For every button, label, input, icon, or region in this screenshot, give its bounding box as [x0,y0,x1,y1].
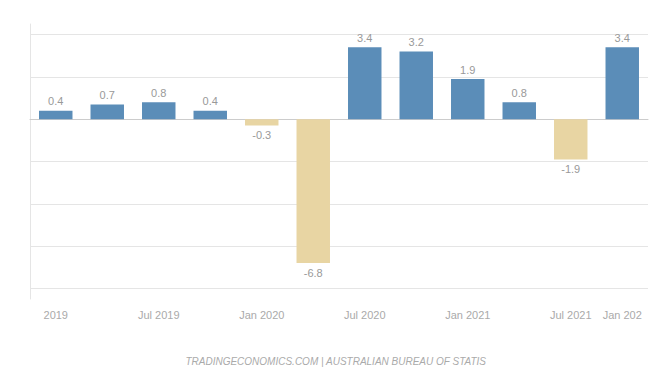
svg-text:-1.9: -1.9 [561,163,580,175]
svg-text:Jul 2021: Jul 2021 [550,309,592,321]
svg-text:1.9: 1.9 [460,64,475,76]
svg-text:0.4: 0.4 [203,95,218,107]
svg-text:0.7: 0.7 [100,89,115,101]
svg-text:3.2: 3.2 [409,36,424,48]
svg-text:-0.3: -0.3 [252,129,271,141]
svg-text:Jul 2020: Jul 2020 [344,309,386,321]
svg-text:-6.8: -6.8 [304,267,323,279]
svg-text:2019: 2019 [44,309,68,321]
svg-text:Jan 2021: Jan 2021 [445,309,490,321]
svg-text:0.4: 0.4 [48,95,63,107]
svg-text:3.4: 3.4 [357,32,372,44]
svg-text:0.8: 0.8 [512,87,527,99]
svg-text:Jan 202: Jan 202 [603,309,642,321]
svg-text:0.8: 0.8 [151,87,166,99]
svg-text:Jul 2019: Jul 2019 [138,309,180,321]
svg-text:3.4: 3.4 [615,32,630,44]
svg-text:Jan 2020: Jan 2020 [239,309,284,321]
svg-text:TRADINGECONOMICS.COM | AUSTRAL: TRADINGECONOMICS.COM | AUSTRALIAN BUREAU… [185,356,486,367]
